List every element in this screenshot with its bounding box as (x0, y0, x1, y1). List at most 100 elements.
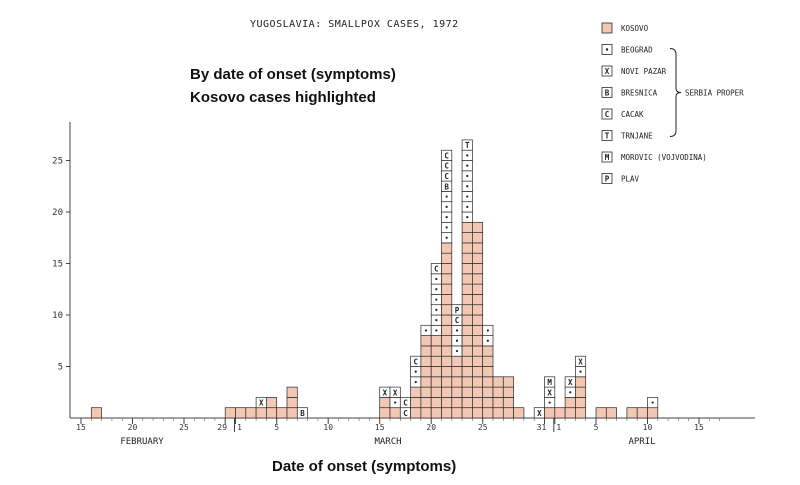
case-cell-dot (445, 205, 448, 208)
case-cell-kosovo (472, 324, 484, 336)
case-cell-dot (466, 216, 469, 219)
case-cell-kosovo (420, 397, 432, 409)
case-cell-other (389, 386, 401, 398)
case-cell-kosovo (255, 407, 267, 419)
legend-label: BRESNICA (621, 89, 658, 98)
case-cell-kosovo (605, 407, 617, 419)
case-cell-kosovo (441, 324, 453, 336)
legend-label: BEOGRAD (621, 46, 653, 55)
case-cell-letter: C (444, 162, 449, 171)
case-cell-kosovo (420, 335, 432, 347)
case-cell-kosovo (441, 263, 453, 275)
case-cell-kosovo (502, 386, 514, 398)
case-cell-dot (435, 277, 438, 281)
legend-symbol: P (605, 175, 610, 184)
case-cell-kosovo (441, 252, 453, 264)
case-cell-dot (579, 370, 582, 373)
case-cell-kosovo (379, 397, 391, 409)
case-cell-kosovo (451, 386, 463, 398)
month-label: APRIL (628, 437, 655, 447)
case-cell-kosovo (441, 397, 453, 409)
case-cell-dot (445, 195, 448, 198)
case-cell-kosovo (461, 366, 473, 378)
case-cell-dot (435, 329, 438, 332)
y-tick-label: 5 (58, 363, 63, 373)
case-cell-kosovo (430, 397, 442, 409)
case-cell-dot (414, 380, 417, 384)
case-cell-kosovo (441, 314, 453, 326)
legend-swatch (601, 151, 613, 163)
x-tick-label: 15 (76, 423, 86, 432)
case-cell-kosovo (472, 407, 484, 419)
x-tick-label: 10 (323, 423, 333, 432)
case-cell-kosovo (430, 335, 442, 347)
legend-symbol: M (605, 153, 610, 162)
case-cell-kosovo (461, 242, 473, 254)
case-cell-dot (466, 205, 469, 208)
case-cell-kosovo (420, 345, 432, 357)
case-cell-letter: X (547, 388, 552, 397)
case-cell-kosovo (461, 232, 473, 244)
case-cell-kosovo (492, 386, 504, 398)
legend-label: CACAK (621, 110, 644, 119)
case-cell-kosovo (461, 355, 473, 367)
case-cell-letter: X (568, 378, 573, 387)
legend-label: MOROVIC (VOJVODINA) (621, 153, 707, 162)
case-cell-dot (445, 216, 448, 219)
case-cell-kosovo (472, 304, 484, 316)
legend-label: NOVI PAZAR (621, 67, 667, 76)
case-cell-kosovo (389, 407, 401, 419)
case-cell-kosovo (451, 376, 463, 388)
case-cell-kosovo (472, 314, 484, 326)
legend-swatch (601, 108, 613, 120)
case-cell-kosovo (513, 407, 525, 419)
case-cell-letter: X (383, 388, 388, 397)
case-cell-kosovo (461, 221, 473, 233)
case-cell-letter: C (444, 172, 449, 181)
case-cell-kosovo (410, 397, 422, 409)
x-tick-label: 5 (274, 423, 279, 432)
x-tick-label: 31 (537, 423, 547, 432)
case-cell-dot (455, 349, 459, 353)
x-tick-label: 20 (426, 423, 436, 432)
case-cell-kosovo (245, 407, 257, 419)
case-cell-kosovo (564, 397, 576, 409)
case-cell-kosovo (441, 386, 453, 398)
case-cell-kosovo (441, 345, 453, 357)
legend: KOSOVO BEOGRAD X NOVI PAZAR B BRESNICA C CACAK T… (601, 22, 744, 184)
case-cell-kosovo (461, 263, 473, 275)
case-cell-kosovo (472, 355, 484, 367)
case-cell-letter: X (393, 388, 398, 397)
y-tick-label: 20 (52, 208, 63, 218)
case-cell-letter: X (259, 399, 264, 408)
case-cell-kosovo (544, 407, 556, 419)
case-cell-kosovo (420, 355, 432, 367)
case-cell-kosovo (482, 366, 494, 378)
case-cell-kosovo (482, 407, 494, 419)
case-cell-dot (455, 339, 459, 342)
x-tick-label: 1 (237, 423, 242, 432)
case-cell-kosovo (472, 263, 484, 275)
case-cell-letter: C (434, 265, 439, 274)
case-cell-kosovo (472, 221, 484, 233)
case-cell-kosovo (90, 407, 102, 419)
case-cell-kosovo (410, 407, 422, 419)
case-cell-kosovo (554, 407, 566, 419)
x-tick-label: 25 (478, 423, 488, 432)
case-cell-kosovo (430, 366, 442, 378)
case-cell-kosovo (482, 345, 494, 357)
case-cell-kosovo (441, 242, 453, 254)
case-cell-kosovo (441, 407, 453, 419)
case-cell-letter: C (444, 151, 449, 160)
legend-label: PLAV (621, 175, 640, 184)
case-cell-kosovo (461, 386, 473, 398)
case-cell-other (575, 355, 587, 367)
case-cell-kosovo (472, 386, 484, 398)
case-cell-kosovo (441, 294, 453, 306)
case-cell-kosovo (472, 366, 484, 378)
case-cell-kosovo (595, 407, 607, 419)
case-cell-kosovo (430, 345, 442, 357)
case-cell-letter: P (455, 306, 460, 315)
case-cell-kosovo (564, 407, 576, 419)
